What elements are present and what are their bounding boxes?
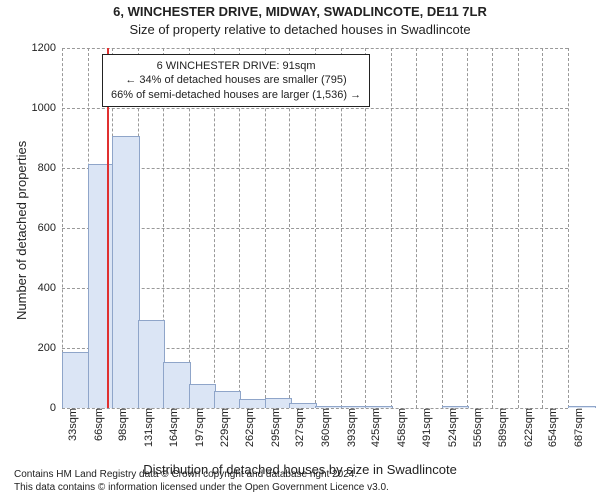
y-tick-label: 1200 (16, 42, 56, 54)
chart-title-sub: Size of property relative to detached ho… (0, 22, 600, 37)
annotation-line-3: 66% of semi-detached houses are larger (… (111, 88, 361, 102)
x-tick-label: 197sqm (194, 408, 206, 456)
histogram-bar (112, 136, 140, 409)
gridline-v (467, 48, 468, 408)
x-tick-label: 33sqm (67, 408, 79, 456)
annotation-line-2: ← 34% of detached houses are smaller (79… (111, 73, 361, 87)
histogram-bar (189, 384, 217, 408)
gridline-v (518, 48, 519, 408)
gridline-v (442, 48, 443, 408)
annotation-line-1: 6 WINCHESTER DRIVE: 91sqm (111, 59, 361, 73)
gridline-v (391, 48, 392, 408)
chart-title-main: 6, WINCHESTER DRIVE, MIDWAY, SWADLINCOTE… (0, 4, 600, 19)
gridline-h (62, 408, 568, 409)
x-tick-label: 393sqm (346, 408, 358, 456)
gridline-v (568, 48, 569, 408)
gridline-v (542, 48, 543, 408)
y-tick-label: 600 (16, 222, 56, 234)
x-tick-label: 425sqm (370, 408, 382, 456)
x-tick-label: 687sqm (573, 408, 585, 456)
page: 6, WINCHESTER DRIVE, MIDWAY, SWADLINCOTE… (0, 0, 600, 500)
histogram-bar (214, 391, 242, 409)
y-tick-label: 800 (16, 162, 56, 174)
x-tick-label: 164sqm (168, 408, 180, 456)
x-tick-label: 262sqm (244, 408, 256, 456)
histogram-bar (239, 399, 267, 408)
x-tick-label: 98sqm (117, 408, 129, 456)
x-tick-label: 491sqm (421, 408, 433, 456)
x-tick-label: 131sqm (143, 408, 155, 456)
x-tick-label: 654sqm (547, 408, 559, 456)
y-tick-label: 200 (16, 342, 56, 354)
annotation-box: 6 WINCHESTER DRIVE: 91sqm ← 34% of detac… (102, 54, 370, 107)
y-tick-label: 0 (16, 402, 56, 414)
x-tick-label: 458sqm (396, 408, 408, 456)
histogram-bar (265, 398, 293, 408)
footer-line-1: Contains HM Land Registry data © Crown c… (14, 468, 389, 481)
histogram-bar (163, 362, 191, 408)
x-tick-label: 589sqm (497, 408, 509, 456)
x-tick-label: 556sqm (472, 408, 484, 456)
histogram-bar (88, 164, 116, 408)
y-tick-label: 1000 (16, 102, 56, 114)
footer-attribution: Contains HM Land Registry data © Crown c… (14, 468, 389, 494)
x-tick-label: 66sqm (93, 408, 105, 456)
x-tick-label: 622sqm (523, 408, 535, 456)
gridline-v (492, 48, 493, 408)
y-tick-label: 400 (16, 282, 56, 294)
x-tick-label: 295sqm (270, 408, 282, 456)
x-tick-label: 229sqm (219, 408, 231, 456)
histogram-bar (62, 352, 90, 409)
x-tick-label: 327sqm (294, 408, 306, 456)
gridline-v (416, 48, 417, 408)
histogram-bar (138, 320, 166, 408)
x-tick-label: 360sqm (320, 408, 332, 456)
x-tick-label: 524sqm (447, 408, 459, 456)
footer-line-2: This data contains © information license… (14, 481, 389, 494)
